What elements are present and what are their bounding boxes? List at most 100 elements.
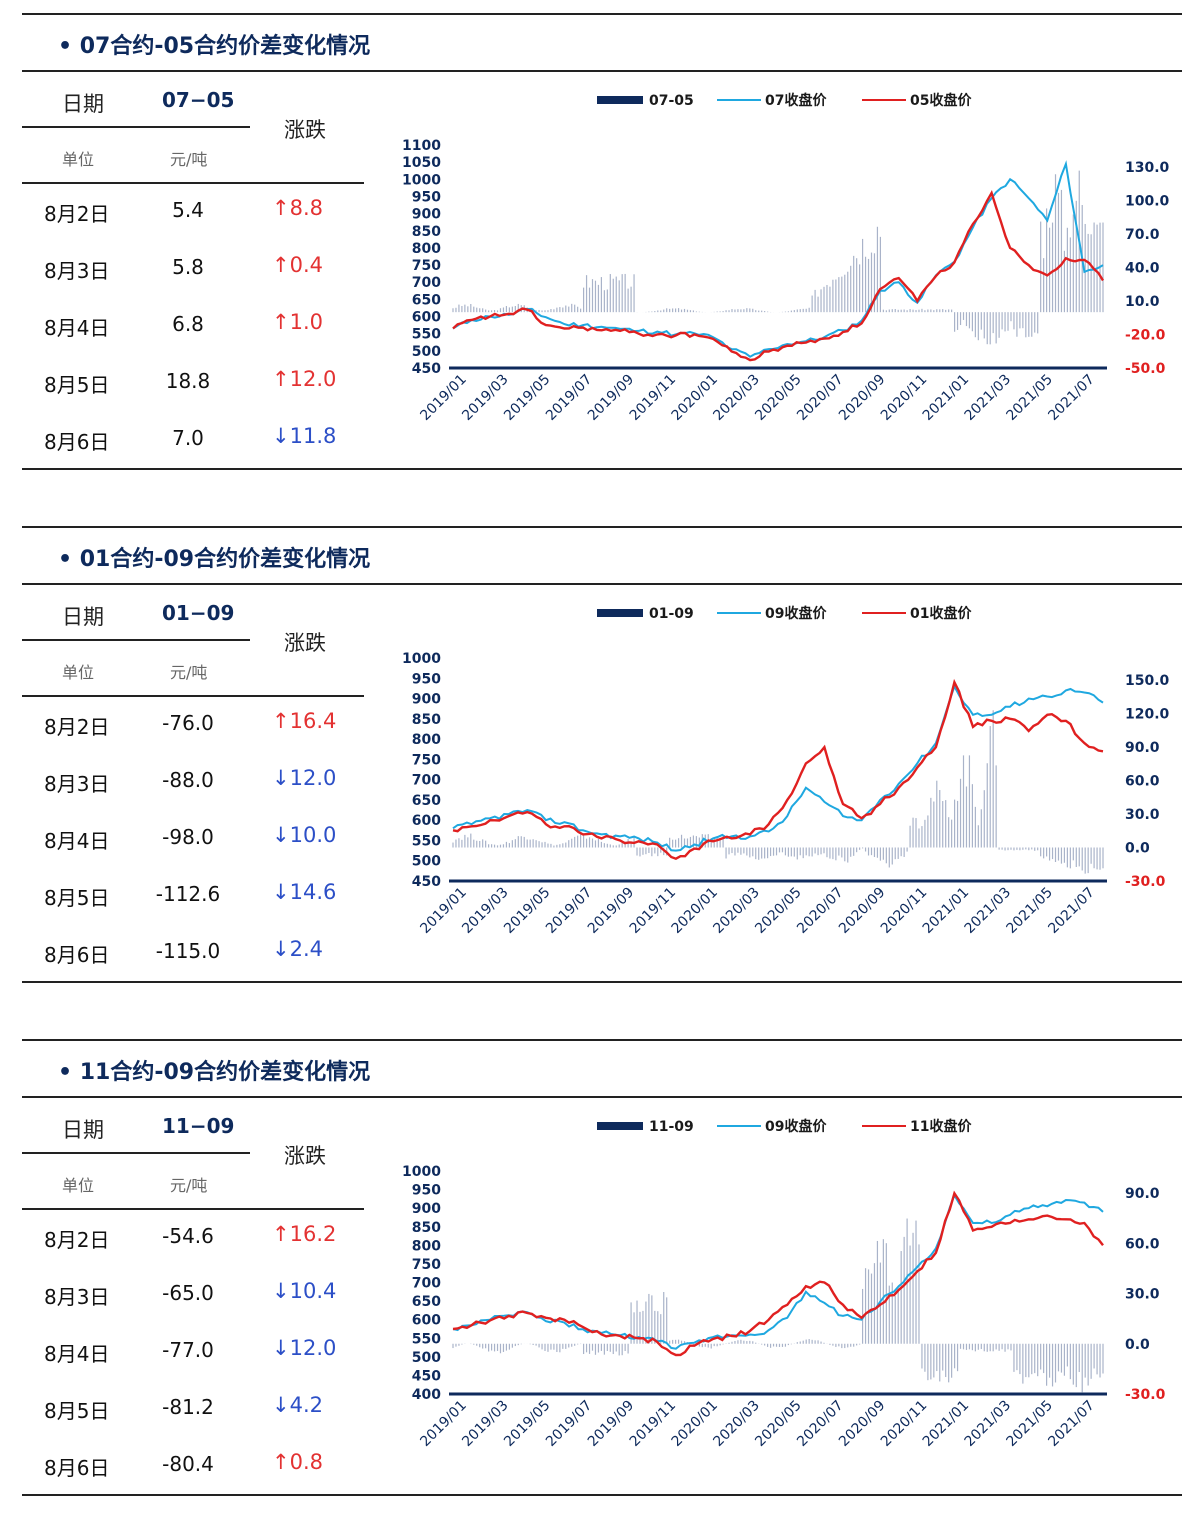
left-axis-tick-label: 950: [412, 1183, 441, 1199]
section-top-line: [22, 526, 1182, 528]
x-axis-tick-label: 2021/07: [1045, 885, 1097, 937]
left-axis-tick-label: 750: [412, 752, 441, 768]
row-value: -112.6: [155, 882, 221, 906]
left-axis-tick-label: 450: [412, 874, 441, 890]
row-value: -54.6: [162, 1224, 214, 1248]
section-title-line: [22, 583, 1182, 585]
legend-swatch-bar: [597, 1122, 643, 1130]
row-value: -65.0: [162, 1281, 214, 1305]
row-change: ↓2.4: [272, 937, 324, 961]
section-title-line: [22, 70, 1182, 72]
left-axis-tick-label: 450: [412, 1368, 441, 1384]
row-change: ↓10.4: [272, 1279, 337, 1303]
right-axis-tick-label: 30.0: [1125, 1287, 1160, 1303]
arrow-down-icon: ↓: [272, 766, 290, 790]
arrow-down-icon: ↓: [272, 937, 290, 961]
left-axis-tick-label: 450: [412, 361, 441, 377]
table-unit-line: [22, 695, 364, 697]
row-change: ↑0.4: [272, 253, 324, 277]
section-01-09: • 01合约-09合约价差变化情况 日期 01−09 涨跌 单位 元/吨 8月2…: [22, 513, 1182, 983]
right-axis-tick-label: 150.0: [1125, 673, 1170, 689]
spread-bars: [452, 1218, 1104, 1393]
right-axis-tick-label: 0.0: [1125, 1337, 1150, 1353]
section-bottom-line: [22, 468, 1182, 470]
right-axis-tick-label: -50.0: [1125, 361, 1166, 377]
arrow-up-icon: ↑: [272, 196, 290, 220]
row-value: -81.2: [162, 1395, 214, 1419]
left-axis-tick-label: 600: [412, 1313, 441, 1329]
row-date: 8月5日: [44, 373, 110, 397]
row-date: 8月5日: [44, 1399, 110, 1423]
left-axis-tick-label: 850: [412, 224, 441, 240]
price-table: 日期 07−05 涨跌 单位 元/吨 8月2日 5.4 ↑8.8 8月3日 5.8 ↑0…: [22, 70, 367, 470]
row-date: 8月6日: [44, 943, 110, 967]
unit-label: 单位: [62, 1176, 95, 1195]
left-axis-tick-label: 900: [412, 1201, 441, 1217]
arrow-down-icon: ↓: [272, 1279, 290, 1303]
legend-label: 01-09: [649, 606, 694, 622]
row-value: -98.0: [162, 825, 214, 849]
legend-label: 11-09: [649, 1119, 694, 1135]
unit-value: 元/吨: [170, 150, 208, 169]
row-date: 8月2日: [44, 1228, 110, 1252]
x-axis-tick-label: 2021/07: [1045, 1398, 1097, 1450]
right-axis-tick-label: 130.0: [1125, 160, 1170, 176]
right-axis-tick-label: 40.0: [1125, 261, 1160, 277]
legend-label: 09收盘价: [765, 1118, 827, 1135]
row-value: -76.0: [162, 711, 214, 735]
row-change: ↑8.8: [272, 196, 324, 220]
legend-label: 07-05: [649, 93, 694, 109]
table-row: 8月4日 -98.0 ↓10.0: [22, 813, 367, 869]
left-axis-tick-label: 700: [412, 275, 441, 291]
row-value: -80.4: [162, 1452, 214, 1476]
row-change: ↑0.8: [272, 1450, 324, 1474]
legend-label: 01收盘价: [910, 605, 972, 622]
table-row: 8月3日 -88.0 ↓12.0: [22, 756, 367, 812]
change-header: 涨跌: [284, 1144, 326, 1168]
right-axis-tick-label: -20.0: [1125, 328, 1166, 344]
spread-chart: 01-09 09收盘价 01收盘价 1000 950 900 850 800 750 700 650…: [402, 605, 1170, 937]
table-unit-line: [22, 1208, 364, 1210]
spread-code-header: 07−05: [162, 88, 235, 112]
table-row: 8月5日 -112.6 ↓14.6: [22, 870, 367, 926]
left-axis-tick-label: 700: [412, 1276, 441, 1292]
right-axis-tick-label: -30.0: [1125, 874, 1166, 890]
left-axis-tick-label: 500: [412, 854, 441, 870]
right-axis-tick-label: -30.0: [1125, 1387, 1166, 1403]
row-change: ↓10.0: [272, 823, 337, 847]
section-title: • 01合约-09合约价差变化情况: [58, 547, 371, 572]
legend-label: 09收盘价: [765, 605, 827, 622]
arrow-up-icon: ↑: [272, 310, 290, 334]
date-header: 日期: [62, 605, 104, 629]
chart-legend: 11-09 09收盘价 11收盘价: [597, 1118, 972, 1135]
unit-label: 单位: [62, 663, 95, 682]
price-line-near: [452, 683, 1104, 852]
left-axis-tick-label: 1000: [402, 1164, 441, 1180]
right-axis-tick-label: 90.0: [1125, 740, 1160, 756]
date-header: 日期: [62, 92, 104, 116]
left-axis-tick-label: 800: [412, 732, 441, 748]
left-axis-tick-label: 600: [412, 813, 441, 829]
table-header-line: [22, 1152, 250, 1154]
price-table: 日期 11−09 涨跌 单位 元/吨 8月2日 -54.6 ↑16.2 8月3日 -6…: [22, 1096, 367, 1496]
row-value: 18.8: [165, 369, 211, 393]
row-date: 8月6日: [44, 430, 110, 454]
left-axis-tick-label: 400: [412, 1387, 441, 1403]
left-axis-tick-label: 850: [412, 712, 441, 728]
right-axis-tick-label: 30.0: [1125, 807, 1160, 823]
row-change: ↑16.4: [272, 709, 337, 733]
section-title: • 11合约-09合约价差变化情况: [58, 1060, 371, 1085]
left-axis-tick-label: 800: [412, 241, 441, 257]
arrow-down-icon: ↓: [272, 1393, 290, 1417]
price-line-near: [452, 1192, 1104, 1350]
left-axis-tick-label: 550: [412, 1331, 441, 1347]
row-change: ↓14.6: [272, 880, 337, 904]
left-axis-tick-label: 600: [412, 310, 441, 326]
table-row: 8月2日 5.4 ↑8.8: [22, 186, 367, 242]
right-axis-tick-label: 100.0: [1125, 194, 1170, 210]
legend-label: 05收盘价: [910, 92, 972, 109]
right-axis-tick-label: 70.0: [1125, 227, 1160, 243]
left-axis-tick-label: 1100: [402, 138, 441, 154]
section-bottom-line: [22, 1494, 1182, 1496]
left-axis-tick-label: 500: [412, 1350, 441, 1366]
